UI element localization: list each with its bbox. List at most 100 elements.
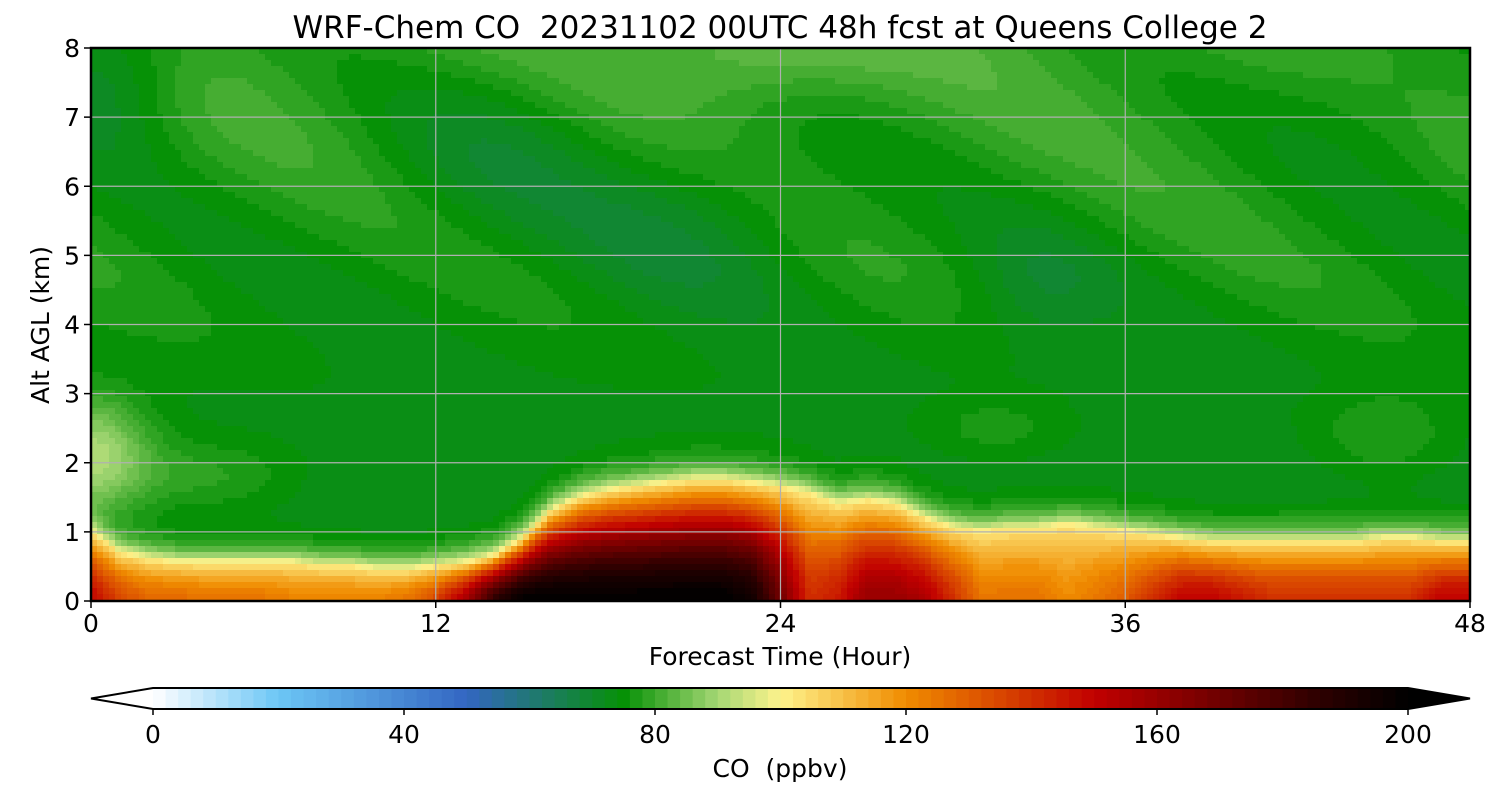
colorbar-segment — [805, 688, 819, 709]
colorbar-segment — [1131, 688, 1146, 709]
colorbar-segment — [1345, 688, 1359, 709]
colorbar-segment — [855, 688, 869, 709]
colorbar-segment — [1044, 688, 1058, 709]
colorbar-segment — [1081, 688, 1095, 709]
colorbar-segment — [253, 688, 267, 709]
y-tick-label: 1 — [64, 518, 80, 547]
x-tick-label: 48 — [1454, 609, 1486, 638]
colorbar-tick-label: 120 — [882, 720, 930, 749]
colorbar-segment — [178, 688, 192, 709]
x-axis: 0 12 24 36 48 — [83, 601, 1486, 638]
colorbar-segment — [1119, 688, 1133, 709]
colorbar-segment — [918, 688, 932, 709]
colorbar-segment — [1207, 688, 1221, 709]
chart-title: WRF-Chem CO 20231102 00UTC 48h fcst at Q… — [293, 10, 1268, 46]
colorbar-segment — [617, 688, 631, 709]
colorbar-segment — [1182, 688, 1196, 709]
y-tick-label: 6 — [64, 172, 80, 201]
colorbar-segment — [366, 688, 380, 709]
colorbar-segment — [755, 688, 769, 709]
colorbar-segment — [956, 688, 970, 709]
colorbar-tick-label: 160 — [1133, 720, 1181, 749]
colorbar-segment — [466, 688, 480, 709]
colorbar-segment — [692, 688, 706, 709]
colorbar-segment — [843, 688, 857, 709]
colorbar-segment — [1269, 688, 1284, 709]
x-tick-label: 24 — [765, 609, 797, 638]
colorbar-segment — [943, 688, 957, 709]
colorbar-segment — [830, 688, 844, 709]
colorbar-segment — [441, 688, 455, 709]
colorbar-segment — [416, 688, 430, 709]
colorbar-segment — [968, 688, 982, 709]
colorbar-segment — [1144, 688, 1158, 709]
colorbar-segment — [240, 688, 254, 709]
colorbar-segment — [1282, 688, 1296, 709]
colorbar-segment — [1295, 688, 1309, 709]
colorbar-segment — [404, 688, 418, 709]
y-tick-label: 0 — [64, 587, 80, 616]
x-axis-label: Forecast Time (Hour) — [649, 642, 912, 671]
colorbar-segment — [1244, 688, 1258, 709]
colorbar-segment — [265, 688, 280, 709]
colorbar-segment — [868, 688, 882, 709]
colorbar-segment — [1194, 688, 1208, 709]
y-axis: 0 1 2 3 4 5 6 7 8 — [64, 34, 91, 616]
colorbar-segment — [291, 688, 305, 709]
colorbar-segment — [717, 688, 731, 709]
colorbar-segment — [429, 688, 443, 709]
colorbar-tick-label: 40 — [388, 720, 420, 749]
colorbar-segment — [931, 688, 945, 709]
colorbar-segment — [203, 688, 217, 709]
colorbar-ticks: 0 40 80 120 160 200 — [145, 709, 1432, 749]
colorbar-segment — [1257, 688, 1271, 709]
colorbar-segment — [629, 688, 644, 709]
colorbar-segment — [1169, 688, 1183, 709]
colorbar-segment — [1006, 688, 1020, 709]
colorbar-segment — [1232, 688, 1246, 709]
colorbar-segment — [190, 688, 204, 709]
colorbar-segment — [1370, 688, 1384, 709]
colorbar-segment — [1332, 688, 1346, 709]
x-tick-label: 36 — [1109, 609, 1141, 638]
y-tick-label: 8 — [64, 34, 80, 63]
colorbar-segment — [1357, 688, 1371, 709]
colorbar-segment — [642, 688, 656, 709]
colorbar-segment — [1069, 688, 1083, 709]
colorbar-segment — [1382, 688, 1397, 709]
colorbar-segment — [818, 688, 832, 709]
y-tick-label: 5 — [64, 241, 80, 270]
co-concentration-field — [91, 48, 1470, 601]
colorbar-segment — [479, 688, 493, 709]
colorbar-segment — [341, 688, 355, 709]
y-tick-label: 3 — [64, 380, 80, 409]
colorbar-segment — [353, 688, 367, 709]
colorbar-segment — [1395, 688, 1409, 709]
colorbar-tick-label: 0 — [145, 720, 161, 749]
colorbar-label: CO (ppbv) — [713, 754, 848, 783]
colorbar-segment — [604, 688, 618, 709]
colorbar-segment — [1018, 688, 1033, 709]
colorbar-segment — [1219, 688, 1233, 709]
colorbar-segment — [780, 688, 794, 709]
colorbar-segment — [228, 688, 242, 709]
y-axis-label: Alt AGL (km) — [26, 246, 55, 404]
colorbar-segment — [767, 688, 782, 709]
colorbar-segment — [993, 688, 1007, 709]
colorbar-segment — [981, 688, 995, 709]
colorbar-segment — [667, 688, 681, 709]
colorbar-segment — [1031, 688, 1045, 709]
colorbar-segment — [454, 688, 468, 709]
colorbar-segment — [592, 688, 606, 709]
colorbar-segment — [567, 688, 581, 709]
colorbar-segment — [391, 688, 405, 709]
colorbar-segment — [278, 688, 292, 709]
colorbar-segment — [153, 688, 167, 709]
colorbar-segment — [516, 688, 531, 709]
colorbar-segment — [680, 688, 694, 709]
colorbar-segment — [1320, 688, 1334, 709]
colorbar-segment — [378, 688, 393, 709]
colorbar-segment — [579, 688, 593, 709]
colorbar-segment — [316, 688, 330, 709]
